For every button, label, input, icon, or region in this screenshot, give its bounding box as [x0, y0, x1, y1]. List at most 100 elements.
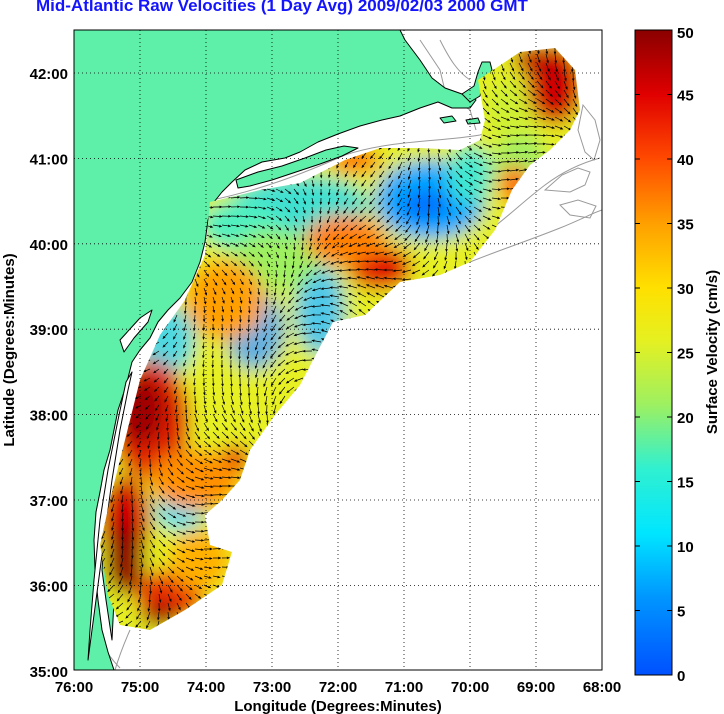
velocity-arrow — [257, 224, 266, 229]
velocity-arrow — [203, 493, 214, 497]
velocity-arrow — [146, 431, 151, 440]
velocity-arrow — [163, 368, 169, 375]
velocity-arrow — [149, 467, 153, 477]
velocity-arrow — [129, 566, 133, 577]
velocity-arrow — [344, 161, 349, 169]
velocity-arrow — [518, 71, 525, 80]
velocity-arrow — [298, 269, 304, 278]
velocity-arrow — [229, 359, 233, 369]
velocity-arrow — [563, 116, 572, 123]
velocity-arrow — [266, 188, 276, 192]
velocity-arrow — [482, 161, 493, 165]
velocity-arrow — [464, 224, 471, 233]
velocity-arrow — [352, 179, 358, 187]
velocity-arrow — [129, 467, 133, 477]
velocity-arrow — [284, 251, 288, 260]
velocity-arrow — [455, 188, 463, 197]
velocity-arrow — [279, 395, 286, 405]
velocity-arrow — [283, 269, 286, 279]
velocity-arrow — [376, 215, 385, 223]
velocity-arrow — [230, 305, 234, 313]
velocity-arrow — [275, 269, 278, 278]
velocity-arrow — [165, 413, 169, 422]
velocity-arrow — [262, 341, 268, 351]
y-tick-label: 37:00 — [30, 493, 68, 510]
velocity-arrow — [473, 188, 483, 193]
velocity-arrow — [361, 161, 367, 169]
velocity-arrow — [361, 152, 367, 159]
colorbar-tick-label: 50 — [677, 25, 694, 42]
velocity-arrow — [527, 71, 534, 81]
velocity-arrow — [275, 206, 283, 212]
velocity-arrow — [319, 179, 323, 188]
velocity-arrow — [194, 467, 204, 473]
velocity-arrow — [212, 215, 223, 218]
velocity-arrow — [194, 431, 201, 440]
velocity-arrow — [302, 215, 306, 223]
velocity-arrow — [527, 116, 538, 120]
x-tick-label: 73:00 — [253, 679, 291, 696]
velocity-arrow — [299, 260, 304, 269]
velocity-arrow — [356, 251, 367, 255]
velocity-arrow — [293, 215, 298, 223]
velocity-arrow — [194, 485, 205, 489]
velocity-arrow — [185, 440, 192, 449]
velocity-arrow — [176, 548, 186, 554]
velocity-arrow — [144, 404, 151, 411]
velocity-arrow — [500, 143, 511, 146]
velocity-arrow — [140, 539, 145, 550]
velocity-arrow — [374, 268, 385, 271]
velocity-arrow — [255, 323, 259, 333]
velocity-arrow — [311, 179, 315, 188]
velocity-arrow — [248, 413, 253, 424]
velocity-arrow — [379, 152, 385, 160]
y-tick-label: 35:00 — [30, 664, 68, 681]
velocity-arrow — [491, 80, 497, 90]
velocity-arrow — [437, 179, 442, 190]
velocity-arrow — [491, 89, 498, 98]
velocity-arrow — [211, 332, 215, 341]
velocity-arrow — [110, 539, 115, 550]
velocity-arrow — [379, 161, 385, 169]
velocity-arrow — [212, 251, 221, 257]
velocity-arrow — [257, 413, 261, 424]
velocity-arrow — [307, 251, 313, 260]
velocity-arrow — [194, 511, 205, 515]
velocity-arrow — [336, 170, 340, 178]
velocity-arrow — [310, 215, 314, 224]
velocity-arrow — [239, 196, 250, 199]
velocity-arrow — [338, 285, 349, 289]
velocity-arrow — [304, 278, 313, 285]
velocity-arrow — [446, 161, 452, 171]
velocity-arrow — [473, 143, 483, 149]
velocity-arrow — [275, 251, 279, 259]
velocity-arrow — [464, 233, 470, 243]
velocity-arrow — [176, 539, 186, 544]
velocity-arrow — [194, 287, 198, 297]
velocity-arrow — [311, 206, 314, 214]
velocity-arrow — [120, 503, 124, 514]
velocity-arrow — [343, 197, 349, 205]
velocity-arrow — [176, 584, 183, 592]
velocity-arrow — [285, 332, 295, 338]
velocity-arrow — [473, 233, 480, 241]
velocity-arrow — [248, 215, 258, 219]
velocity-arrow — [509, 80, 517, 89]
velocity-arrow — [536, 125, 547, 129]
velocity-arrow — [176, 458, 183, 467]
velocity-arrow — [388, 161, 394, 170]
plot-frame — [73, 29, 603, 671]
velocity-arrow — [212, 260, 220, 267]
velocity-arrow — [445, 242, 448, 253]
velocity-arrow — [138, 449, 142, 458]
velocity-arrow — [203, 269, 210, 278]
velocity-arrow — [411, 269, 421, 274]
velocity-arrow — [167, 575, 174, 584]
velocity-arrow — [120, 494, 124, 504]
velocity-arrow — [176, 593, 182, 602]
velocity-arrow — [239, 215, 249, 218]
x-tick-label: 72:00 — [319, 679, 357, 696]
velocity-arrow — [338, 277, 349, 280]
velocity-arrow — [204, 547, 213, 551]
